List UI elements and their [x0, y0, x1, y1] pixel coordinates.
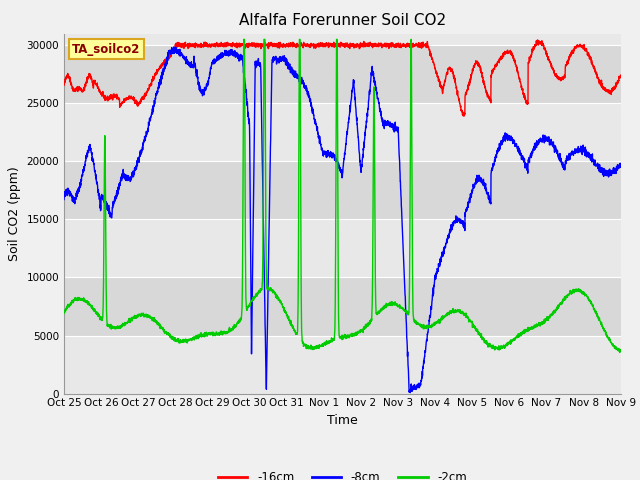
- X-axis label: Time: Time: [327, 414, 358, 427]
- Text: TA_soilco2: TA_soilco2: [72, 43, 141, 56]
- Bar: [64, 277, 621, 336]
- Bar: [64, 103, 621, 161]
- Bar: [64, 219, 621, 277]
- Legend: -16cm, -8cm, -2cm: -16cm, -8cm, -2cm: [213, 466, 472, 480]
- Bar: [64, 336, 621, 394]
- Bar: [64, 161, 621, 219]
- Title: Alfalfa Forerunner Soil CO2: Alfalfa Forerunner Soil CO2: [239, 13, 446, 28]
- Y-axis label: Soil CO2 (ppm): Soil CO2 (ppm): [8, 166, 21, 261]
- Bar: [64, 45, 621, 103]
